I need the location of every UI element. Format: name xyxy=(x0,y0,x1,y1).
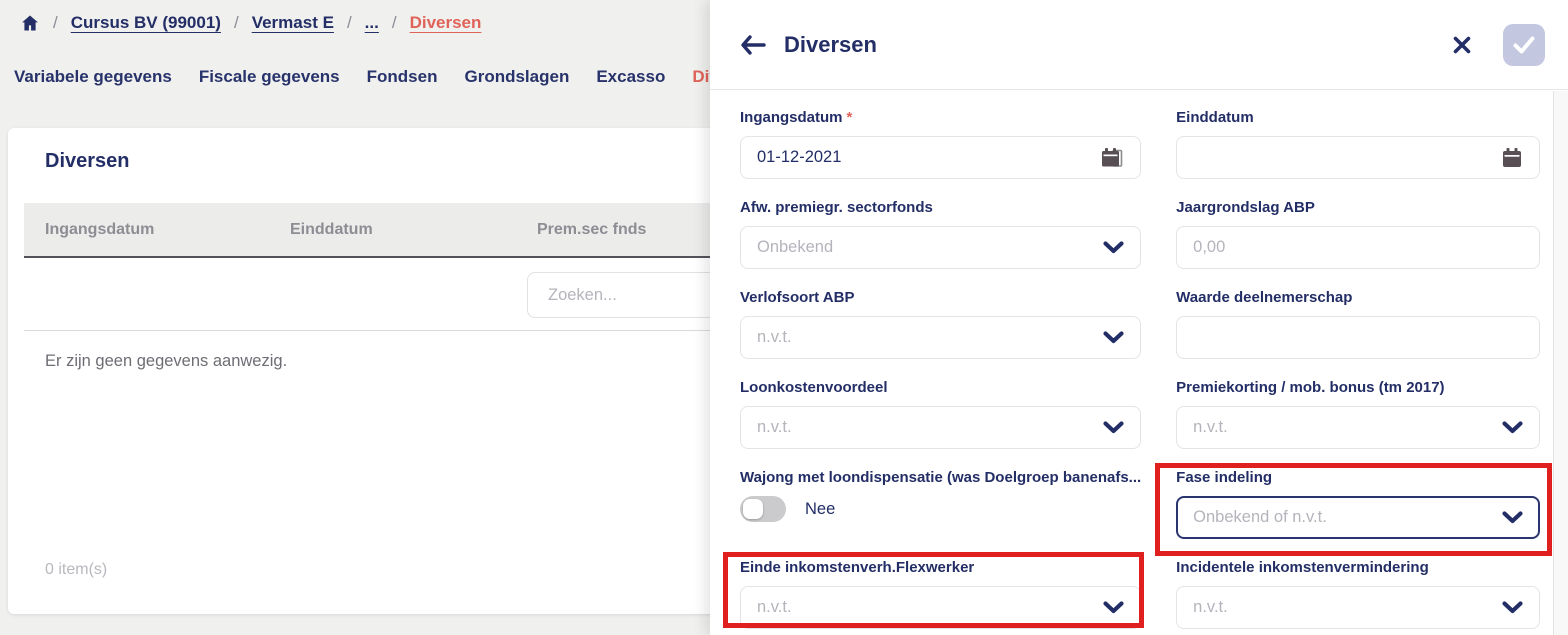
back-arrow-icon xyxy=(740,34,766,55)
field-label-premiekorting: Premiekorting / mob. bonus (tm 2017) xyxy=(1176,379,1445,396)
loonkostenvoordeel-select[interactable]: n.v.t. xyxy=(740,406,1142,449)
column-header-prem-sec-fnds[interactable]: Prem.sec fnds xyxy=(537,220,647,238)
select-value: n.v.t. xyxy=(1193,418,1228,436)
calendar-edit-icon[interactable] xyxy=(1100,147,1124,169)
field-label-einde-inkomstenverh-flexwerker: Einde inkomstenverh.Flexwerker xyxy=(740,559,975,576)
home-icon[interactable] xyxy=(20,13,40,33)
field-jaargrondslag-abp: Jaargrondslag ABP xyxy=(1176,198,1540,269)
breadcrumb-separator: / xyxy=(391,13,397,32)
column-header-einddatum[interactable]: Einddatum xyxy=(290,220,373,238)
item-count: 0 item(s) xyxy=(45,561,108,578)
chevron-down-icon xyxy=(1103,601,1124,614)
field-label-waarde-deelnemerschap: Waarde deelnemerschap xyxy=(1176,289,1353,306)
incidentele-inkomstenvermindering-select[interactable]: n.v.t. xyxy=(1176,586,1540,629)
drawer-scrollbar[interactable] xyxy=(1553,91,1568,635)
chevron-down-icon xyxy=(1502,421,1523,434)
chevron-down-icon xyxy=(1502,601,1523,614)
chevron-down-icon xyxy=(1103,421,1124,434)
wajong-toggle[interactable] xyxy=(740,496,786,522)
waarde-deelnemerschap-input[interactable] xyxy=(1176,316,1540,359)
field-incidentele-inkomstenvermindering: Incidentele inkomstenvermindering n.v.t. xyxy=(1176,558,1540,629)
field-label-afw-premiegr-sectorfonds: Afw. premiegr. sectorfonds xyxy=(740,199,933,216)
field-label-incidentele-inkomstenvermindering: Incidentele inkomstenvermindering xyxy=(1176,559,1429,576)
back-button[interactable] xyxy=(740,34,766,55)
breadcrumb-item-employee[interactable]: Vermast E xyxy=(251,13,334,32)
field-label-fase-indeling: Fase indeling xyxy=(1176,469,1273,486)
ingangsdatum-date-input[interactable]: 01-12-2021 xyxy=(740,136,1142,179)
fase-indeling-select[interactable]: Onbekend of n.v.t. xyxy=(1176,496,1540,539)
tab-excasso[interactable]: Excasso xyxy=(596,67,666,86)
field-waarde-deelnemerschap: Waarde deelnemerschap xyxy=(1176,288,1540,359)
breadcrumb: / Cursus BV (99001) / Vermast E / ... / … xyxy=(0,0,481,46)
field-label-wajong-loondispensatie: Wajong met loondispensatie (was Doelgroe… xyxy=(740,469,1142,486)
field-verlofsoort-abp: Verlofsoort ABP n.v.t. xyxy=(740,288,1142,359)
tab-variabele-gegevens[interactable]: Variabele gegevens xyxy=(14,67,172,86)
breadcrumb-item-current[interactable]: Diversen xyxy=(409,13,482,32)
einde-inkomstenverh-flexwerker-select[interactable]: n.v.t. xyxy=(740,586,1142,629)
jaargrondslag-abp-input[interactable] xyxy=(1176,226,1540,269)
field-loonkostenvoordeel: Loonkostenvoordeel n.v.t. xyxy=(740,378,1142,449)
required-asterisk: * xyxy=(846,109,853,126)
check-icon xyxy=(1513,36,1535,54)
field-premiekorting: Premiekorting / mob. bonus (tm 2017) n.v… xyxy=(1176,378,1540,449)
verlofsoort-abp-select[interactable]: n.v.t. xyxy=(740,316,1142,359)
premiekorting-select[interactable]: n.v.t. xyxy=(1176,406,1540,449)
diversen-edit-drawer: Diversen Ingangsdatum * 01-12-2021 xyxy=(710,0,1568,635)
field-ingangsdatum: Ingangsdatum * 01-12-2021 xyxy=(740,108,1142,179)
einddatum-date-input[interactable] xyxy=(1176,136,1540,179)
afw-premiegr-sectorfonds-select[interactable]: Onbekend xyxy=(740,226,1142,269)
tab-fiscale-gegevens[interactable]: Fiscale gegevens xyxy=(198,67,340,86)
tab-bar: Variabele gegevens Fiscale gegevens Fond… xyxy=(0,60,764,94)
select-value: n.v.t. xyxy=(757,418,792,436)
breadcrumb-item-company[interactable]: Cursus BV (99001) xyxy=(70,13,221,32)
close-icon xyxy=(1453,36,1471,54)
form-grid: Ingangsdatum * 01-12-2021 Einddatum xyxy=(723,108,1552,629)
select-value: Onbekend xyxy=(757,238,834,256)
chevron-down-icon xyxy=(1103,241,1124,254)
field-afw-premiegr-sectorfonds: Afw. premiegr. sectorfonds Onbekend xyxy=(740,198,1142,269)
tab-fondsen[interactable]: Fondsen xyxy=(366,67,438,86)
drawer-header: Diversen xyxy=(710,0,1568,90)
field-label-einddatum: Einddatum xyxy=(1176,109,1254,126)
field-einddatum: Einddatum xyxy=(1176,108,1540,179)
select-value: n.v.t. xyxy=(757,598,792,616)
tab-grondslagen[interactable]: Grondslagen xyxy=(464,67,570,86)
breadcrumb-item-ellipsis[interactable]: ... xyxy=(364,13,379,32)
empty-table-message: Er zijn geen gegevens aanwezig. xyxy=(45,352,288,370)
date-value: 01-12-2021 xyxy=(757,148,842,166)
column-header-ingangsdatum[interactable]: Ingangsdatum xyxy=(45,220,155,238)
field-label-verlofsoort-abp: Verlofsoort ABP xyxy=(740,289,855,306)
page-title: Diversen xyxy=(45,150,130,172)
select-value: Onbekend of n.v.t. xyxy=(1193,508,1327,526)
field-label-loonkostenvoordeel: Loonkostenvoordeel xyxy=(740,379,888,396)
toggle-knob xyxy=(743,499,763,519)
field-einde-inkomstenverh-flexwerker: Einde inkomstenverh.Flexwerker n.v.t. xyxy=(723,552,1145,629)
field-label-jaargrondslag-abp: Jaargrondslag ABP xyxy=(1176,199,1315,216)
breadcrumb-separator: / xyxy=(346,13,352,32)
breadcrumb-separator: / xyxy=(53,13,58,32)
field-fase-indeling: Fase indeling Onbekend of n.v.t. xyxy=(1155,463,1552,556)
calendar-icon[interactable] xyxy=(1501,147,1523,169)
close-button[interactable] xyxy=(1453,36,1471,54)
toggle-value-label: Nee xyxy=(805,499,836,518)
field-label-ingangsdatum: Ingangsdatum xyxy=(740,109,843,126)
chevron-down-icon xyxy=(1103,331,1124,344)
field-wajong-loondispensatie: Wajong met loondispensatie (was Doelgroe… xyxy=(740,468,1141,539)
save-button[interactable] xyxy=(1503,23,1545,66)
breadcrumb-separator: / xyxy=(233,13,239,32)
drawer-body: Ingangsdatum * 01-12-2021 Einddatum xyxy=(710,91,1553,635)
chevron-down-icon xyxy=(1502,511,1523,524)
select-value: n.v.t. xyxy=(1193,598,1228,616)
drawer-title: Diversen xyxy=(784,31,877,57)
select-value: n.v.t. xyxy=(757,328,792,346)
